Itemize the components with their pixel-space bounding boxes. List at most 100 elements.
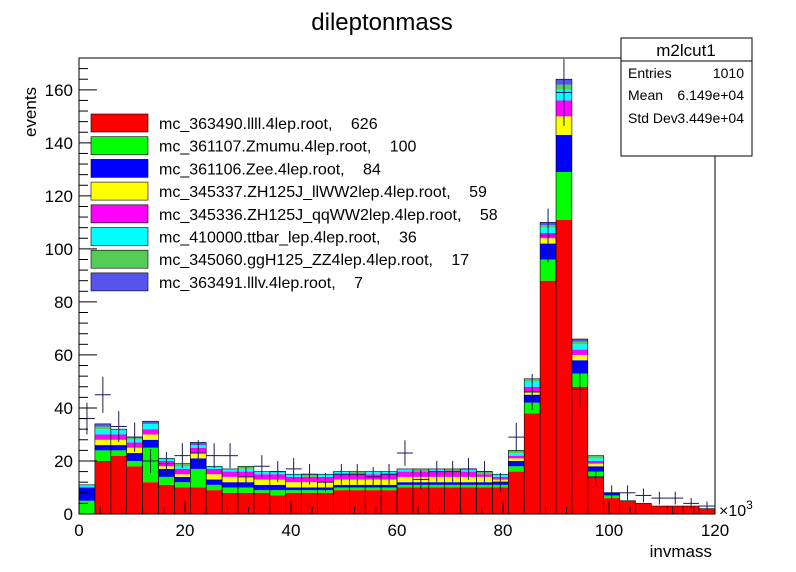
bar-segment <box>142 429 159 435</box>
bar-segment <box>142 439 159 448</box>
bar-segment <box>397 468 413 472</box>
data-point <box>158 451 175 476</box>
legend-label: mc_361107.Zmumu.4lep.root, 100 <box>159 139 417 156</box>
bar-segment <box>651 506 668 514</box>
bar-segment <box>381 484 397 488</box>
bar-segment <box>587 476 604 514</box>
bar-segment <box>206 490 223 514</box>
data-point <box>619 485 636 501</box>
data-point <box>269 460 286 483</box>
series-0 <box>94 219 715 514</box>
data-point <box>190 440 207 466</box>
bar-segment <box>190 487 207 514</box>
data-point <box>476 460 493 483</box>
data-point <box>699 501 715 511</box>
x-axis-multiplier-exponent: 3 <box>746 498 753 512</box>
bar-segment <box>222 476 238 483</box>
bar-segment <box>238 492 254 514</box>
bar-segment <box>94 450 111 461</box>
x-tick-label: 100 <box>595 521 623 540</box>
legend-count: 7 <box>354 275 363 292</box>
bar-segment <box>397 482 413 485</box>
data-point <box>460 458 477 480</box>
bar-segment <box>571 339 588 342</box>
legend-label: mc_363490.llll.4lep.root, 626 <box>159 116 378 133</box>
y-tick-label: 0 <box>64 505 73 524</box>
legend-swatch <box>90 249 149 269</box>
stats-entries-value: 1010 <box>713 65 744 81</box>
stats-box: m2lcut1 Entries 1010 Mean 6.149e+04 Std … <box>620 37 753 157</box>
bar-segment <box>571 341 588 345</box>
bar-segment <box>571 354 588 361</box>
bar-segment <box>556 134 572 172</box>
data-point <box>444 460 461 483</box>
bar-segment <box>222 468 238 472</box>
bar-segment <box>110 439 127 446</box>
legend-count: 17 <box>451 252 469 269</box>
data-point <box>540 208 556 263</box>
bar-segment <box>349 487 366 491</box>
bar-segment <box>333 490 350 514</box>
stats-entries-label: Entries <box>628 65 672 81</box>
legend-swatch <box>90 272 149 292</box>
data-point <box>174 443 191 469</box>
x-tick-label: 0 <box>74 521 83 540</box>
x-tick-label: 60 <box>388 521 407 540</box>
bar-segment <box>222 492 238 514</box>
bar-segment <box>301 487 318 491</box>
bar-segment <box>158 476 175 485</box>
bar-segment <box>397 476 413 483</box>
legend-entry: mc_361107.Zmumu.4lep.root, 100 <box>90 136 417 156</box>
data-point <box>683 498 700 509</box>
y-axis-label: events <box>21 87 40 137</box>
bar-segment <box>492 487 509 514</box>
x-axis-multiplier-base: ×10 <box>719 503 746 520</box>
bar-segment <box>126 460 143 467</box>
legend-swatch <box>90 181 149 201</box>
legend-count: 36 <box>399 230 417 247</box>
bar-segment <box>94 423 111 427</box>
stats-box-frame <box>620 37 753 157</box>
y-tick-label: 120 <box>45 187 73 206</box>
legend-label: mc_345337.ZH125J_llWW2lep.4lep.root, 59 <box>159 184 487 201</box>
bar-segment <box>683 506 700 514</box>
legend-swatch <box>90 113 149 133</box>
bar-segment <box>206 479 223 485</box>
bar-segment <box>460 484 477 488</box>
bar-segment <box>142 434 159 440</box>
bar-segment <box>571 360 588 374</box>
data-point <box>428 460 445 483</box>
bar-segment <box>333 487 350 491</box>
data-point <box>238 467 254 487</box>
legend-entry: mc_345060.ggH125_ZZ4lep.4lep.root, 17 <box>90 249 469 269</box>
data-point <box>524 374 541 411</box>
stats-stddev-value: 3.449e+04 <box>677 110 744 126</box>
data-point <box>110 411 127 442</box>
data-point <box>571 371 588 408</box>
bar-segment <box>79 487 95 501</box>
legend-swatch <box>90 227 149 246</box>
bar-segment <box>110 450 127 456</box>
y-tick-label: 80 <box>54 293 73 312</box>
legend-count: 84 <box>363 161 381 178</box>
bar-segment <box>476 484 493 488</box>
y-tick-label: 20 <box>54 452 73 471</box>
bar-segment <box>253 479 270 485</box>
bar-segment <box>126 466 143 514</box>
bar-segment <box>174 482 191 488</box>
bar-segment <box>667 506 684 514</box>
data-point <box>492 472 509 492</box>
y-tick-label: 100 <box>45 240 73 259</box>
bar-segment <box>397 471 413 477</box>
legend-label: mc_345060.ggH125_ZZ4lep.4lep.root, 17 <box>159 252 469 269</box>
legend-entry: mc_363491.lllv.4lep.root, 7 <box>90 272 363 292</box>
bar-segment <box>365 490 382 514</box>
bar-segment <box>619 500 636 514</box>
bar-segment <box>222 471 238 477</box>
data-point <box>587 467 604 487</box>
bar-segment <box>142 482 159 514</box>
bar-segment <box>603 498 620 514</box>
data-point <box>126 422 143 452</box>
bar-segment <box>110 445 127 451</box>
